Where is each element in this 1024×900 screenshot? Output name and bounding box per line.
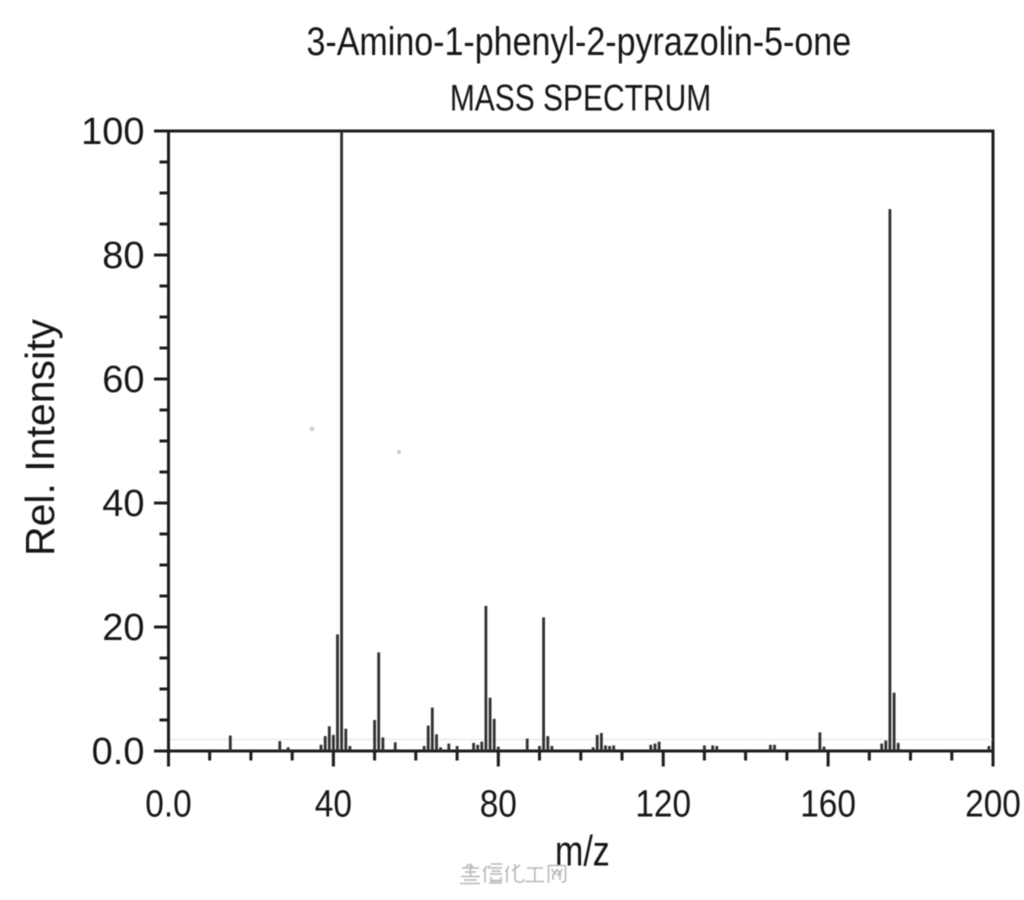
svg-text:80: 80: [102, 235, 144, 277]
svg-text:120: 120: [635, 783, 691, 825]
svg-text:20: 20: [102, 607, 144, 649]
svg-text:Rel. Intensity: Rel. Intensity: [17, 319, 63, 556]
svg-text:200: 200: [965, 783, 1021, 825]
svg-text:80: 80: [480, 783, 517, 825]
svg-text:40: 40: [102, 483, 144, 525]
svg-text:40: 40: [315, 783, 352, 825]
svg-text:160: 160: [800, 783, 856, 825]
svg-text:100: 100: [81, 111, 144, 153]
svg-text:0.0: 0.0: [145, 783, 191, 825]
svg-text:60: 60: [102, 359, 144, 401]
svg-text:0.0: 0.0: [92, 731, 145, 773]
svg-text:m/z: m/z: [555, 828, 610, 875]
svg-text:3-Amino-1-phenyl-2-pyrazolin-5: 3-Amino-1-phenyl-2-pyrazolin-5-one: [306, 18, 851, 63]
svg-text:MASS SPECTRUM: MASS SPECTRUM: [450, 79, 711, 120]
